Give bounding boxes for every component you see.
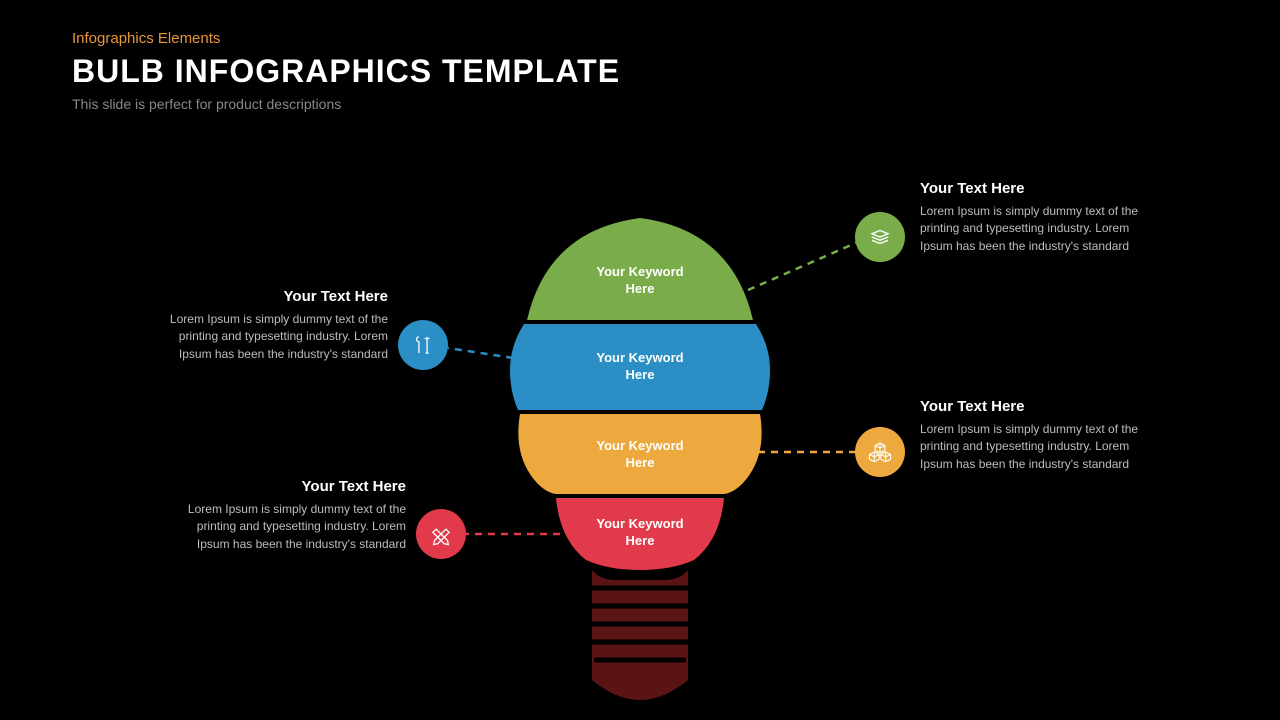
pencils-icon <box>428 521 454 547</box>
segment-label-red: Your Keyword Here <box>570 516 710 550</box>
icon-circle-blue <box>398 320 448 370</box>
icon-circle-red <box>416 509 466 559</box>
segment-label-blue: Your Keyword Here <box>570 350 710 384</box>
callout-green: Your Text Here Lorem Ipsum is simply dum… <box>920 180 1150 255</box>
segment-label-text: Your Keyword <box>596 516 683 531</box>
segment-label-text: Here <box>626 281 655 296</box>
segment-label-text: Here <box>626 455 655 470</box>
icon-circle-green <box>855 212 905 262</box>
callout-body: Lorem Ipsum is simply dummy text of the … <box>176 501 406 553</box>
stack-icon <box>867 224 893 250</box>
segment-label-green: Your Keyword Here <box>570 264 710 298</box>
callout-body: Lorem Ipsum is simply dummy text of the … <box>158 311 388 363</box>
icon-circle-orange <box>855 427 905 477</box>
callout-heading: Your Text Here <box>176 478 406 495</box>
segment-label-text: Your Keyword <box>596 438 683 453</box>
callout-orange: Your Text Here Lorem Ipsum is simply dum… <box>920 398 1150 473</box>
callout-body: Lorem Ipsum is simply dummy text of the … <box>920 203 1150 255</box>
tools-icon <box>410 332 436 358</box>
segment-label-text: Here <box>626 533 655 548</box>
segment-label-text: Here <box>626 367 655 382</box>
callout-blue: Your Text Here Lorem Ipsum is simply dum… <box>158 288 388 363</box>
callout-body: Lorem Ipsum is simply dummy text of the … <box>920 421 1150 473</box>
connector-green <box>748 242 858 290</box>
callout-red: Your Text Here Lorem Ipsum is simply dum… <box>176 478 406 553</box>
bulb-base <box>592 570 688 700</box>
callout-heading: Your Text Here <box>920 180 1150 197</box>
segment-label-text: Your Keyword <box>596 264 683 279</box>
callout-heading: Your Text Here <box>158 288 388 305</box>
segment-label-orange: Your Keyword Here <box>570 438 710 472</box>
callout-heading: Your Text Here <box>920 398 1150 415</box>
cubes-icon <box>867 439 893 465</box>
segment-label-text: Your Keyword <box>596 350 683 365</box>
